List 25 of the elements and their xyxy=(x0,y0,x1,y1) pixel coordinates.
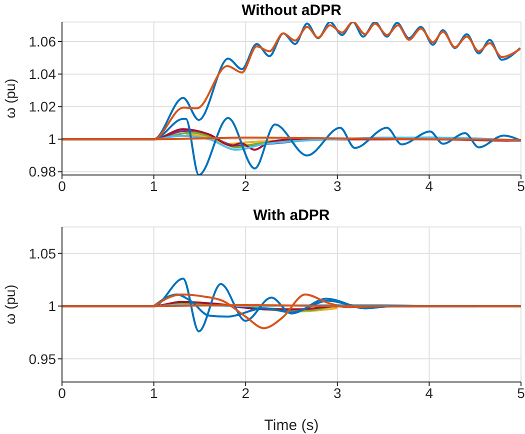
x-tick-label: 5 xyxy=(517,178,525,194)
x-tick-label: 1 xyxy=(150,384,158,401)
x-axis-title: Time (s) xyxy=(264,417,319,434)
y-tick-label: 0.98 xyxy=(28,164,56,180)
x-tick-label: 0 xyxy=(58,384,66,401)
x-tick-label: 4 xyxy=(425,178,434,194)
y-tick-label: 1 xyxy=(48,131,56,148)
chart-title: With aDPR xyxy=(252,206,331,226)
y-tick-label: 1 xyxy=(48,298,56,314)
y-tick-label: 1.04 xyxy=(28,66,56,82)
x-tick-label: 4 xyxy=(425,384,434,401)
x-tick-label: 1 xyxy=(150,178,158,194)
y-tick-label: 1.06 xyxy=(28,34,56,50)
chart-title: Without aDPR xyxy=(240,1,342,21)
x-tick-label: 2 xyxy=(242,178,250,194)
y-tick-label: 1.02 xyxy=(28,98,56,115)
y-axis-title: ω (pu) xyxy=(2,284,18,324)
x-tick-label: 2 xyxy=(242,384,250,401)
x-tick-label: 3 xyxy=(334,384,342,401)
x-tick-label: 3 xyxy=(334,178,342,194)
y-axis-title: ω (pu) xyxy=(2,78,18,118)
x-tick-label: 5 xyxy=(517,384,525,401)
x-tick-label: 0 xyxy=(58,178,66,194)
y-tick-label: 1.05 xyxy=(28,245,56,262)
y-tick-label: 0.95 xyxy=(28,350,56,367)
